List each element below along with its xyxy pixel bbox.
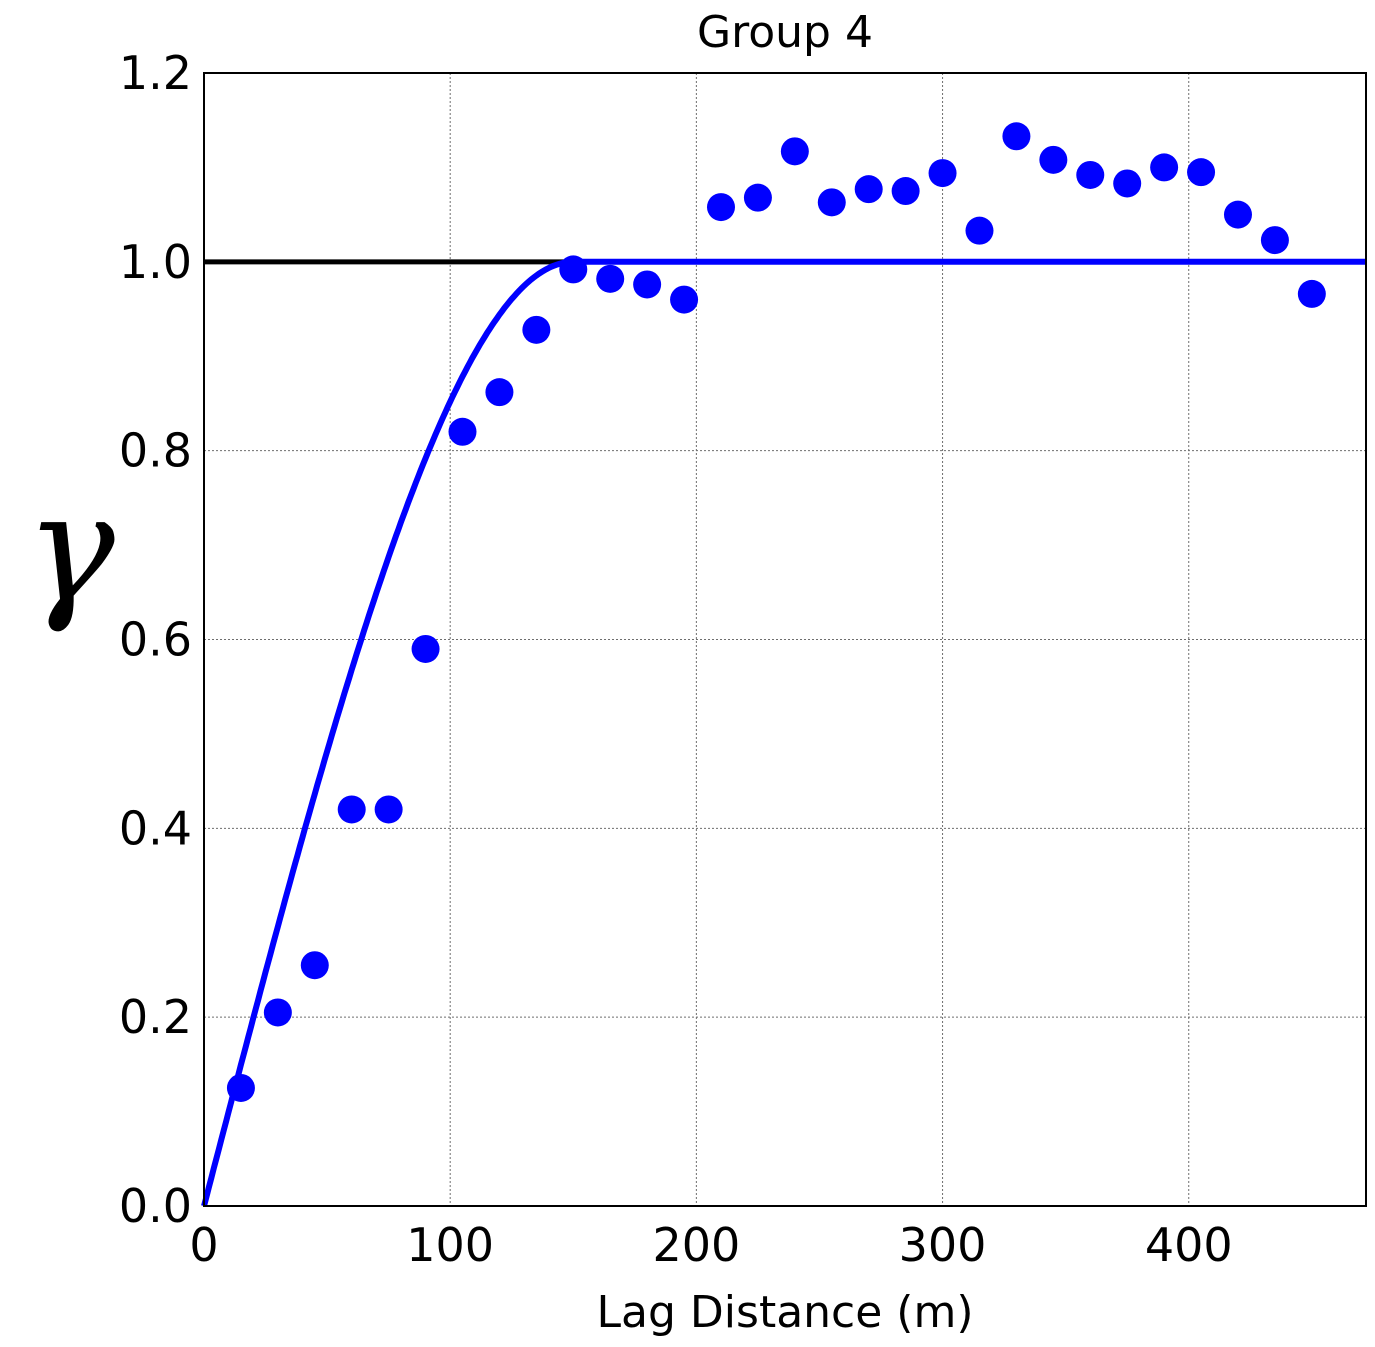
- data-point: [485, 378, 514, 407]
- data-point: [706, 193, 735, 222]
- y-tick-label: 0.0: [119, 1179, 192, 1233]
- data-point: [1076, 160, 1105, 189]
- y-tick-labels: 0.0 0.2 0.4 0.6 0.8 1.0 1.2: [119, 46, 192, 1233]
- x-tick-label: 300: [899, 1218, 987, 1272]
- model-curve: [201, 258, 1366, 1207]
- data-point: [1260, 226, 1289, 255]
- data-point: [226, 1073, 255, 1102]
- y-axis-label: γ: [25, 462, 115, 636]
- data-point: [817, 188, 846, 217]
- data-point: [633, 270, 662, 299]
- data-point: [1187, 158, 1216, 187]
- data-point: [780, 137, 809, 166]
- data-point: [965, 216, 994, 245]
- data-point: [854, 175, 883, 204]
- data-point: [1039, 145, 1068, 174]
- data-point: [1297, 279, 1326, 308]
- chart-title: Group 4: [697, 7, 873, 58]
- x-tick-labels: 0 100 200 300 400: [189, 1218, 1232, 1272]
- data-point: [743, 183, 772, 212]
- x-tick-label: 100: [406, 1218, 494, 1272]
- data-point: [374, 795, 403, 824]
- data-point: [263, 998, 292, 1027]
- y-tick-label: 1.2: [119, 46, 192, 100]
- y-tick-label: 1.0: [119, 235, 192, 289]
- data-points: [226, 122, 1326, 1102]
- y-tick-label: 0.8: [119, 424, 192, 478]
- y-tick-label: 0.6: [119, 613, 192, 667]
- data-point: [1150, 153, 1179, 182]
- x-tick-label: 200: [652, 1218, 740, 1272]
- data-point: [670, 285, 699, 314]
- y-tick-label: 0.2: [119, 990, 192, 1044]
- data-point: [928, 159, 957, 188]
- data-point: [1113, 169, 1142, 198]
- data-point: [522, 315, 551, 344]
- data-point: [1223, 200, 1252, 229]
- x-tick-label: 0: [189, 1218, 218, 1272]
- data-point: [1002, 122, 1031, 151]
- plot-frame: [203, 72, 1367, 1207]
- data-point: [411, 634, 440, 663]
- x-axis-label: Lag Distance (m): [597, 1287, 974, 1338]
- data-point: [891, 177, 920, 206]
- data-point: [337, 795, 366, 824]
- data-point: [559, 255, 588, 284]
- y-tick-label: 0.4: [119, 801, 192, 855]
- data-point: [448, 417, 477, 446]
- model-curve-group: [201, 258, 1366, 1207]
- x-tick-label: 400: [1145, 1218, 1233, 1272]
- grid: [204, 73, 1366, 1206]
- data-point: [300, 951, 329, 980]
- data-point: [596, 264, 625, 293]
